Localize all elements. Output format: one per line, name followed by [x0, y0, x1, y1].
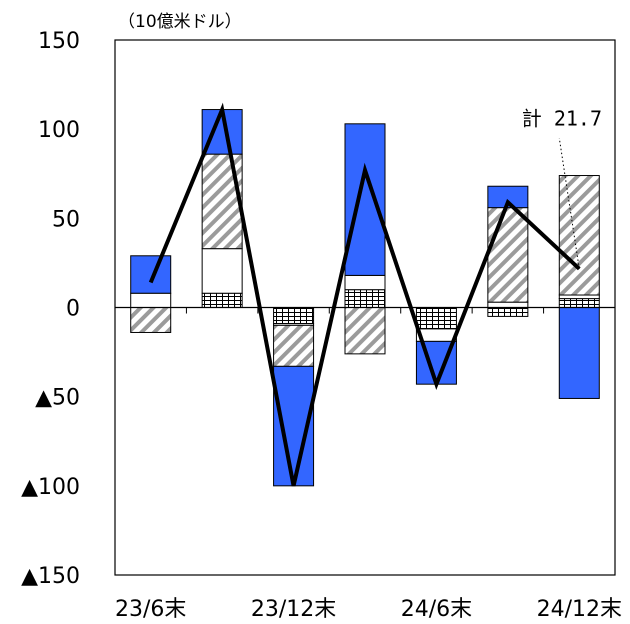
- bar-segment-white: [201, 248, 243, 294]
- bar-segment-white: [558, 294, 600, 300]
- bar-segment-hatch: [344, 307, 386, 355]
- x-tick-label: 24/12末: [537, 597, 622, 622]
- x-tick-label: 23/6末: [115, 597, 186, 622]
- bar-segment-grid: [273, 307, 315, 325]
- annotation: 計 21.7: [522, 107, 602, 269]
- y-tick-label: 50: [52, 207, 80, 232]
- y-tick-label: 150: [38, 29, 80, 54]
- bar-segment-grid: [487, 307, 529, 317]
- bars: [130, 109, 600, 487]
- y-axis-ticks: 150 100 50 0 ▲50 ▲100 ▲150: [21, 29, 80, 589]
- annotation-label: 計 21.7: [522, 107, 602, 131]
- x-tick-label: 23/12末: [251, 597, 336, 622]
- bar-segment-hatch: [487, 207, 529, 303]
- y-tick-label: ▲150: [21, 564, 80, 589]
- bar-segment-white: [344, 274, 386, 291]
- bar-segment-grid: [415, 307, 457, 330]
- y-tick-label: ▲100: [21, 475, 80, 500]
- total-line: [148, 102, 581, 487]
- bar-segment-grid: [201, 292, 243, 309]
- bar-segment-hatch: [558, 175, 600, 296]
- bar-segment-blue: [130, 255, 172, 294]
- bar-segment-white: [487, 301, 529, 308]
- bar-segment-hatch: [201, 153, 243, 250]
- unit-label: （10億米ドル）: [118, 12, 242, 32]
- y-tick-label: 100: [38, 118, 80, 143]
- x-axis-ticks: 23/6末 23/12末 24/6末 24/12末: [115, 307, 622, 622]
- x-tick-label: 24/6末: [401, 597, 472, 622]
- bar-segment-hatch: [273, 324, 315, 367]
- bar-segment-hatch: [130, 307, 172, 333]
- y-tick-label: 0: [66, 297, 80, 322]
- bar-segment-blue: [558, 307, 600, 399]
- bar-segment-white: [130, 292, 172, 309]
- y-tick-label: ▲50: [35, 386, 80, 411]
- bar-segment-blue: [344, 123, 386, 276]
- bar-segment-grid: [558, 298, 600, 309]
- bar-segment-grid: [344, 289, 386, 308]
